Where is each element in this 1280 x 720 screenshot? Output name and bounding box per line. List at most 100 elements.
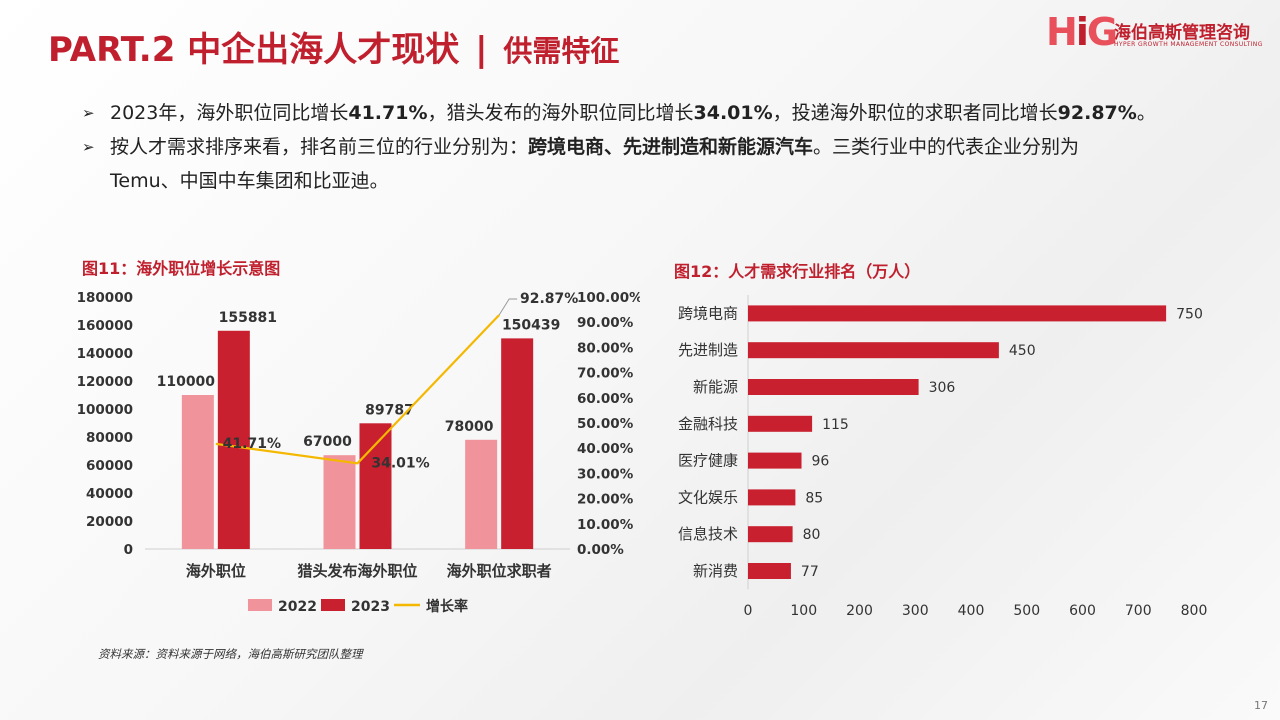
industry-ranking-chart: 跨境电商 750 先进制造 450 新能源 306 金融科技 115 医疗健康 96 文化娱乐 85 信… — [678, 295, 1208, 619]
bar-series: 110000 155881 67000 89787 78000 150439 — [157, 310, 560, 549]
bar-value-label: 67000 — [303, 434, 352, 450]
x-tick-label: 400 — [958, 603, 985, 619]
bar-value-label: 77 — [801, 564, 819, 580]
y-tick-label: 60000 — [86, 458, 133, 474]
y-tick-label: 160000 — [77, 318, 133, 334]
bar-2022 — [465, 439, 498, 549]
legend-label: 2022 — [278, 599, 317, 615]
industry-bar — [748, 305, 1167, 322]
x-tick-label: 100 — [790, 603, 817, 619]
arrow-bullet-icon: ➢ — [82, 138, 95, 156]
chart-left-title: 图11：海外职位增长示意图 — [82, 259, 281, 278]
page-number: 17 — [1254, 699, 1268, 712]
category-label: 信息技术 — [678, 525, 738, 543]
logo-mark: HiG — [1046, 10, 1118, 54]
industry-bar — [748, 379, 919, 395]
x-axis-categories: 海外职位 猎头发布海外职位 海外职位求职者 — [186, 562, 552, 580]
category-label: 文化娱乐 — [678, 488, 738, 506]
industry-bar — [748, 563, 791, 579]
x-axis: 0 100 200 300 400 500 600 700 800 — [744, 603, 1208, 619]
summary-bullets: ➢ 2023年，海外职位同比增长41.71%，猎头发布的海外职位同比增长34.0… — [82, 96, 1252, 198]
category-label: 医疗健康 — [678, 452, 738, 470]
x-tick-label: 300 — [902, 603, 929, 619]
bar-2022 — [323, 455, 356, 549]
growth-rate-line: 41.71% 34.01% 92.87% — [215, 291, 578, 471]
bar-value-label: 115 — [822, 417, 849, 433]
x-tick-label: 600 — [1069, 603, 1096, 619]
legend-swatch — [248, 599, 272, 611]
category-label: 先进制造 — [678, 341, 738, 359]
y2-tick-label: 90.00% — [577, 315, 634, 331]
bar-value-label: 85 — [805, 490, 823, 506]
industry-bar — [748, 489, 796, 506]
source-note: 资料来源：资料来源于网络，海伯高斯研究团队整理 — [98, 647, 363, 661]
page-title: PART.2 中企出海人才现状 | 供需特征 — [48, 22, 619, 71]
legend-swatch — [321, 599, 345, 611]
y2-tick-label: 20.00% — [577, 492, 634, 508]
legend-label: 增长率 — [426, 598, 468, 615]
y-tick-label: 180000 — [77, 290, 133, 306]
bar-value-label: 110000 — [157, 374, 216, 390]
bar-2023 — [501, 338, 534, 549]
y-tick-label: 80000 — [86, 430, 133, 446]
x-tick-label: 200 — [846, 603, 873, 619]
chart-right-title: 图12：人才需求行业排名（万人） — [674, 262, 921, 281]
bullet-2: ➢ 按人才需求排序来看，排名前三位的行业分别为：跨境电商、先进制造和新能源汽车。… — [82, 130, 1252, 198]
bullet-1-text: 2023年，海外职位同比增长41.71%，猎头发布的海外职位同比增长34.01%… — [110, 102, 1156, 124]
y2-tick-label: 60.00% — [577, 391, 634, 407]
industry-bar — [748, 452, 802, 469]
bullet-2-text: 按人才需求排序来看，排名前三位的行业分别为：跨境电商、先进制造和新能源汽车。三类… — [110, 136, 1080, 158]
bar-value-label: 750 — [1176, 306, 1203, 322]
bar-2023 — [217, 330, 250, 549]
y2-tick-label: 40.00% — [577, 441, 634, 457]
category-label: 新能源 — [693, 378, 738, 396]
y2-tick-label: 30.00% — [577, 466, 634, 482]
bar-value-label: 150439 — [502, 317, 560, 333]
industry-bar — [748, 526, 793, 543]
x-tick-label: 800 — [1181, 603, 1208, 619]
bar-2023 — [359, 423, 392, 549]
y2-tick-label: 50.00% — [577, 416, 634, 432]
category-label: 海外职位 — [186, 562, 246, 580]
bar-value-label: 80 — [803, 527, 821, 543]
job-growth-chart: 0 20000 40000 60000 80000 100000 120000 140000 1… — [77, 290, 640, 615]
bar-value-label: 78000 — [445, 419, 494, 435]
bar-value-label: 450 — [1009, 343, 1036, 359]
bar-value-label: 306 — [929, 380, 956, 396]
title-main: PART.2 中企出海人才现状 — [48, 30, 460, 70]
growth-value-label: 92.87% — [520, 291, 578, 307]
y-tick-label: 40000 — [86, 486, 133, 502]
category-label: 新消费 — [693, 562, 738, 580]
industry-bars: 跨境电商 750 先进制造 450 新能源 306 金融科技 115 医疗健康 96 文化娱乐 85 信… — [678, 295, 1203, 590]
title-separator: | — [475, 30, 488, 70]
label-leader-line — [498, 298, 518, 316]
y2-tick-label: 80.00% — [577, 340, 634, 356]
y-tick-label: 140000 — [77, 346, 133, 362]
y-tick-label: 0 — [124, 542, 133, 558]
bullet-1: ➢ 2023年，海外职位同比增长41.71%，猎头发布的海外职位同比增长34.0… — [82, 96, 1252, 130]
category-label: 金融科技 — [678, 415, 738, 433]
bar-value-label: 89787 — [365, 402, 414, 418]
arrow-bullet-icon: ➢ — [82, 104, 95, 122]
y-tick-label: 120000 — [77, 374, 133, 390]
bar-2022 — [181, 395, 214, 549]
x-tick-label: 500 — [1013, 603, 1040, 619]
growth-value-label: 41.71% — [223, 436, 281, 452]
company-logo: HiG 海伯高斯管理咨询 HYPER GROWTH MANAGEMENT CON… — [1046, 10, 1276, 56]
industry-bar — [748, 342, 999, 359]
y-tick-label: 100000 — [77, 402, 133, 418]
x-tick-label: 0 — [744, 603, 753, 619]
category-label: 跨境电商 — [678, 304, 738, 322]
left-y-axis: 0 20000 40000 60000 80000 100000 120000 140000 1… — [77, 290, 570, 558]
x-tick-label: 700 — [1125, 603, 1152, 619]
y2-tick-label: 100.00% — [577, 290, 640, 306]
industry-bar — [748, 415, 813, 432]
bullet-2-continuation: Temu、中国中车集团和比亚迪。 — [110, 170, 389, 192]
y-tick-label: 20000 — [86, 514, 133, 530]
category-label: 海外职位求职者 — [447, 562, 552, 580]
bar-value-label: 96 — [812, 454, 830, 470]
y2-tick-label: 0.00% — [577, 542, 624, 558]
y2-tick-label: 10.00% — [577, 517, 634, 533]
growth-value-label: 34.01% — [371, 455, 429, 471]
legend-label: 2023 — [351, 599, 390, 615]
